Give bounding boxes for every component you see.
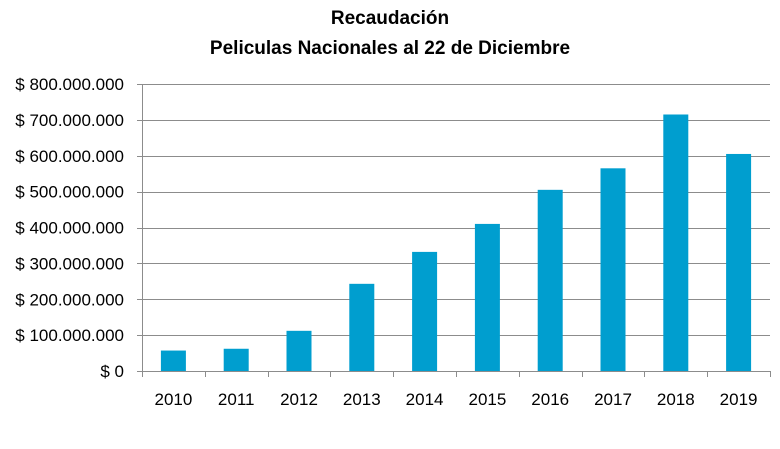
chart-title-line-2: Peliculas Nacionales al 22 de Diciembre [209, 38, 571, 59]
bar-2016 [537, 189, 563, 371]
bars [160, 114, 752, 372]
x-tick-label: 2012 [280, 390, 318, 409]
bar-2015 [474, 223, 500, 371]
x-tick-label: 2013 [343, 390, 381, 409]
bar-2019 [726, 153, 752, 371]
bar-2011 [223, 348, 249, 371]
bar-2013 [349, 283, 375, 371]
x-tick-label: 2010 [154, 390, 192, 409]
y-tick-label: $ 800.000.000 [15, 75, 124, 94]
y-tick-label: $ 300.000.000 [15, 254, 124, 273]
x-tick-label: 2017 [594, 390, 632, 409]
y-tick-label: $ 400.000.000 [15, 219, 124, 238]
y-tick-label: $ 600.000.000 [15, 147, 124, 166]
bar-2010 [160, 350, 186, 371]
y-tick-label: $ 500.000.000 [15, 183, 124, 202]
bar-2012 [286, 330, 312, 371]
bar-2018 [663, 114, 689, 372]
x-tick-label: 2019 [720, 390, 758, 409]
bar-2014 [412, 251, 438, 371]
y-axis-tick-labels: $ 0 $ 100.000.000 $ 200.000.000 $ 300.000.0… [15, 75, 124, 381]
y-tick-label: $ 0 [100, 362, 124, 381]
axes [137, 84, 771, 377]
x-tick-label: 2016 [531, 390, 569, 409]
x-tick-label: 2015 [468, 390, 506, 409]
x-tick-label: 2018 [657, 390, 695, 409]
y-tick-label: $ 100.000.000 [15, 326, 124, 345]
x-tick-label: 2011 [218, 390, 255, 409]
x-axis-tick-labels: 2010 2011 2012 2013 2014 2015 2016 2017 2018 2019 [154, 390, 757, 409]
x-tick-label: 2014 [406, 390, 444, 409]
y-tick-label: $ 200.000.000 [15, 290, 124, 309]
chart-title-line-1: Recaudación [330, 8, 450, 29]
y-tick-label: $ 700.000.000 [15, 111, 124, 130]
bar-2017 [600, 168, 626, 371]
